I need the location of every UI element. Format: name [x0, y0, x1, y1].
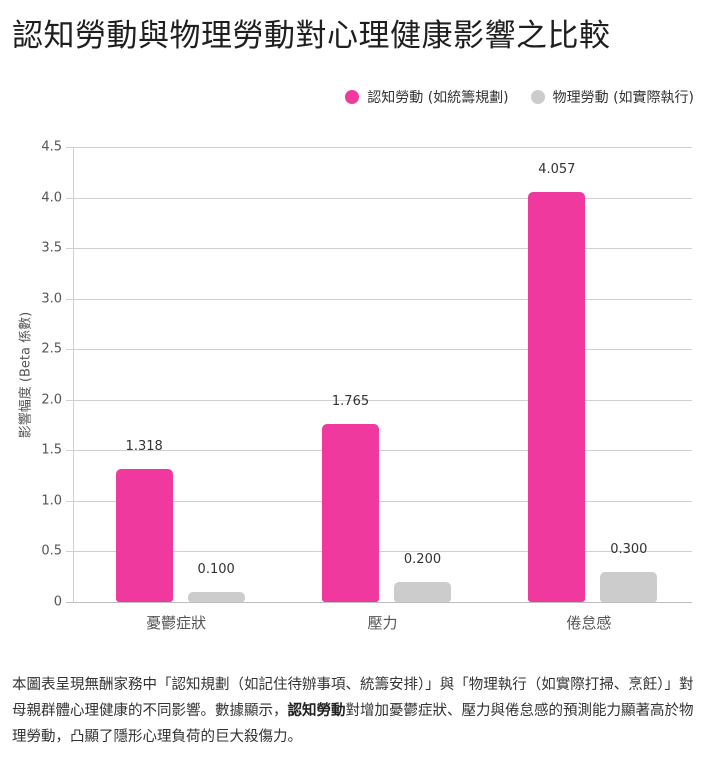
- legend: 認知勞動 (如統籌規劃) 物理勞動 (如實際執行): [323, 87, 694, 107]
- gridline: [66, 147, 692, 148]
- bar-value-label: 0.100: [197, 561, 235, 577]
- y-tick-label: 2.0: [41, 392, 62, 408]
- y-tick-label: 4.0: [41, 190, 62, 206]
- y-tick-label: 1.5: [41, 442, 62, 458]
- gridline: [66, 248, 692, 249]
- y-tick-label: 0: [53, 594, 62, 610]
- bar-value-label: 0.200: [403, 551, 442, 567]
- gridline: [66, 349, 692, 350]
- gridline: [66, 602, 692, 603]
- bar-value-label: 4.057: [538, 161, 576, 177]
- gridline: [66, 551, 692, 552]
- x-tick-label: 倦怠感: [566, 614, 612, 632]
- y-axis-line: [73, 147, 74, 602]
- legend-item[interactable]: 認知勞動 (如統籌規劃): [345, 87, 509, 107]
- legend-label: 物理勞動 (如實際執行): [552, 90, 694, 106]
- bar-cognitive[interactable]: [115, 468, 173, 602]
- y-tick-label: 2.5: [41, 341, 62, 357]
- legend-swatch-icon: [345, 90, 360, 104]
- y-tick-label: 3.5: [41, 240, 62, 256]
- y-tick-label: 1.0: [41, 493, 62, 509]
- y-tick-label: 3.0: [41, 291, 62, 307]
- gridline: [66, 450, 692, 451]
- gridline: [66, 299, 692, 300]
- bar-physical[interactable]: [187, 591, 245, 602]
- bar-cognitive[interactable]: [322, 423, 379, 602]
- chart-caption: 本圖表呈現無酬家務中「認知規劃（如記住待辦事項、統籌安排）」與「物理執行（如實際…: [12, 672, 700, 750]
- legend-label: 認知勞動 (如統籌規劃): [367, 90, 509, 106]
- bar-chart: 影響幅度 (Beta 係數) 0 0.5 1.0 1.5 2.0 2.5 3.0 3.5 4.0…: [18, 139, 692, 632]
- bar-value-label: 0.300: [610, 541, 648, 557]
- caption-text-2: 對增加憂鬱症狀、壓力與倦怠感的預測能力顯著高於物理勞動，凸顯了隱形心理負荷的巨大…: [12, 703, 694, 745]
- caption-text-1: 本圖表呈現無酬家務中「認知規劃（如記住待辦事項、統籌安排）」與「物理執行（如實際…: [12, 677, 694, 719]
- legend-item[interactable]: 物理勞動 (如實際執行): [530, 87, 694, 107]
- gridline: [66, 501, 692, 502]
- bar-value-label: 1.765: [331, 393, 370, 409]
- y-axis-title: 影響幅度 (Beta 係數): [18, 311, 34, 439]
- x-tick-label: 憂鬱症狀: [146, 614, 207, 632]
- x-tick-label: 壓力: [367, 614, 398, 632]
- caption-bold: 認知勞動: [287, 703, 346, 719]
- bar-physical[interactable]: [600, 571, 658, 602]
- gridline: [66, 198, 692, 199]
- chart-title: 認知勞動與物理勞動對心理健康影響之比較: [12, 18, 611, 54]
- bar-cognitive[interactable]: [528, 191, 586, 602]
- legend-swatch-icon: [530, 90, 545, 104]
- bar-physical[interactable]: [394, 581, 451, 602]
- gridline: [66, 400, 692, 401]
- bar-value-label: 1.318: [125, 438, 163, 454]
- y-tick-label: 4.5: [41, 139, 62, 155]
- y-tick-label: 0.5: [41, 543, 62, 559]
